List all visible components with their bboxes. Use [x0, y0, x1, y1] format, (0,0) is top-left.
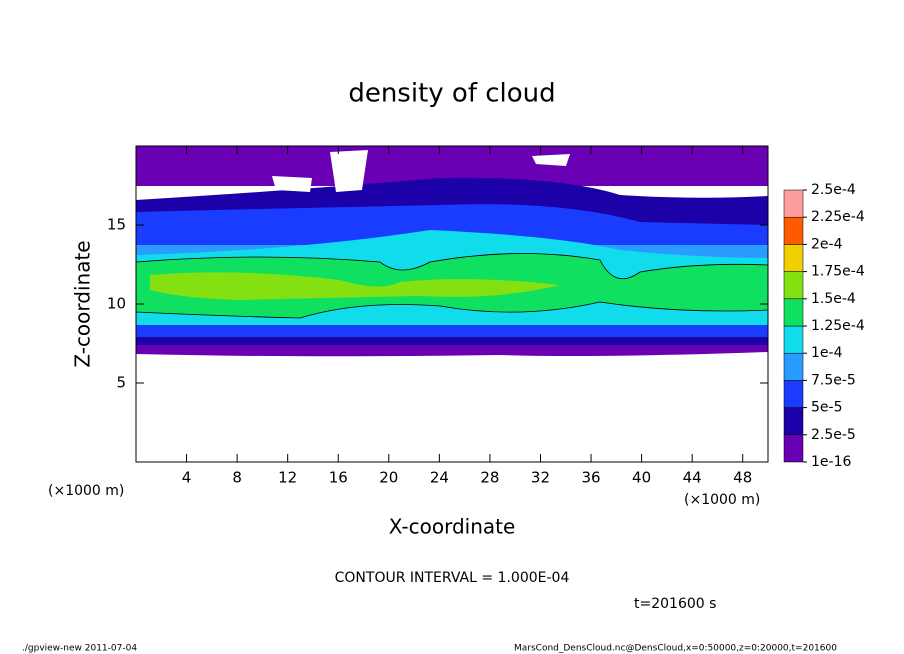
colorbar-label: 1.25e-4 — [811, 318, 865, 334]
y-unit: (×1000 m) — [48, 483, 124, 499]
x-tick-label: 12 — [278, 469, 297, 487]
colorbar-band — [783, 298, 804, 327]
colorbar-band — [783, 407, 804, 436]
colorbar-label: 7.5e-5 — [811, 372, 856, 388]
colorbar-band — [783, 216, 804, 245]
colorbar-label: 5e-5 — [811, 400, 842, 416]
colorbar-label: 2e-4 — [811, 236, 843, 252]
footer-right: MarsCond_DensCloud.nc@DensCloud,x=0:5000… — [514, 644, 837, 654]
x-tick-label: 24 — [430, 469, 449, 487]
x-tick-label: 4 — [182, 469, 192, 487]
colorbar-band — [783, 434, 804, 463]
colorbar-band — [783, 352, 804, 381]
x-tick-label: 44 — [683, 469, 702, 487]
x-tick-label: 48 — [733, 469, 752, 487]
time-label: t=201600 s — [634, 596, 716, 612]
colorbar-label: 2.25e-4 — [811, 209, 865, 225]
colorbar-band — [783, 244, 804, 272]
colorbar-band — [783, 380, 804, 408]
x-tick-label: 32 — [531, 469, 550, 487]
x-tick-label: 36 — [581, 469, 600, 487]
footer-left: ./gpview-new 2011-07-04 — [22, 644, 137, 654]
colorbar-label: 1.5e-4 — [811, 291, 856, 307]
colorbar-label: 1.75e-4 — [811, 264, 865, 280]
y-tick-label: 5 — [116, 374, 126, 392]
colorbar-label: 1e-4 — [811, 345, 843, 361]
y-tick-label: 15 — [107, 216, 126, 234]
colorbar-label: 2.5e-4 — [811, 182, 856, 198]
x-tick-label: 20 — [379, 469, 398, 487]
x-unit: (×1000 m) — [684, 492, 760, 508]
colorbar-label: 1e-16 — [811, 454, 851, 470]
contour-note: CONTOUR INTERVAL = 1.000E-04 — [335, 570, 570, 586]
colorbar-label: 2.5e-5 — [811, 427, 856, 443]
x-tick-label: 28 — [480, 469, 499, 487]
y-axis-label: Z-coordinate — [71, 240, 95, 367]
x-tick-label: 40 — [632, 469, 651, 487]
x-tick-label: 8 — [232, 469, 242, 487]
x-tick-label: 16 — [329, 469, 348, 487]
x-axis-label: X-coordinate — [389, 515, 516, 539]
y-tick-label: 10 — [107, 295, 126, 313]
field — [135, 146, 769, 357]
colorbar-band — [783, 325, 804, 354]
colorbar-band — [783, 271, 804, 300]
colorbar-band — [783, 189, 804, 218]
chart-title: density of cloud — [348, 79, 555, 109]
